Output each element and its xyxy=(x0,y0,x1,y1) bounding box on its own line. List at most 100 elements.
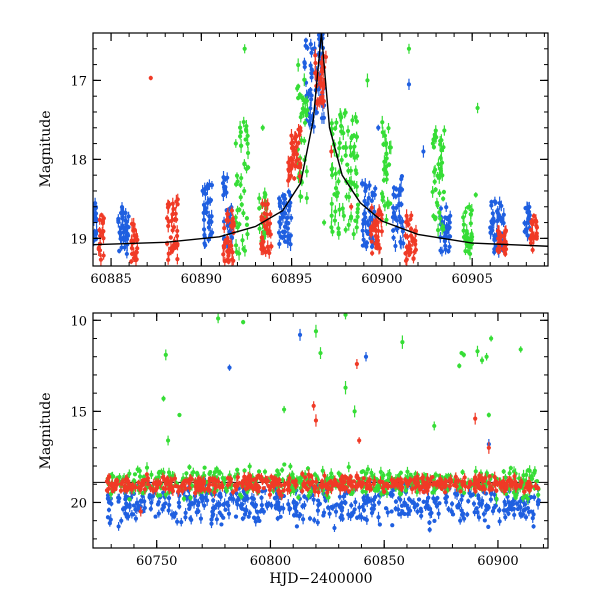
top-series-0-cluster-2-point xyxy=(207,182,212,187)
top-series-2-cluster-8-point xyxy=(411,256,416,261)
top-series-2-cluster-8-point xyxy=(408,216,413,222)
top-series-1-cluster-3-point xyxy=(346,222,351,227)
bottom-series-0-band-point xyxy=(488,497,493,502)
bottom-series-0-band-point xyxy=(427,506,433,511)
bottom-series-0-band-point xyxy=(259,503,264,508)
bottom-series-0-band-point xyxy=(209,517,214,522)
top-series-2-cluster-4-point xyxy=(269,244,274,249)
top-series-0-cluster-9-point xyxy=(490,228,495,233)
bottom-series-0-band-point xyxy=(471,492,476,497)
top-series-2-cluster-7-point xyxy=(379,229,384,234)
top-series-0-cluster-3-point xyxy=(224,190,229,195)
top-series-2-cluster-0-point xyxy=(98,233,103,239)
bottom-series-1-outlier-9 xyxy=(343,313,348,317)
top-series-1-cluster-3-point xyxy=(333,209,338,214)
bottom-series-0-band-point xyxy=(434,503,440,509)
top-series-0-cluster-8-point xyxy=(446,234,451,240)
bottom-series-1-outlier-18 xyxy=(479,358,485,363)
top-series-0-cluster-2-point xyxy=(209,214,214,219)
bottom-series-0-band-point xyxy=(529,495,534,500)
top-series-2-cluster-0-point xyxy=(97,217,102,222)
top-series-1-cluster-5-point xyxy=(441,189,447,195)
bottom-series-0-band-point xyxy=(476,493,481,498)
top-series-0-cluster-5-point xyxy=(308,63,313,68)
bottom-series-2-band-point xyxy=(145,482,151,487)
top-series-2-cluster-5-point xyxy=(292,136,297,141)
top-series-1-cluster-4-point xyxy=(379,191,385,196)
top-series-1-cluster-0-point xyxy=(241,246,246,252)
bottom-series-1-outlier-6 xyxy=(282,407,287,412)
bottom-series-0-band-point xyxy=(332,525,337,531)
top-series-1-cluster-3-point xyxy=(334,194,339,199)
bottom-series-0-band-point xyxy=(419,513,424,519)
bottom-series-0-band-point xyxy=(503,502,508,507)
bottom-series-0-band-point xyxy=(315,520,320,525)
top-series-0-cluster-5-point xyxy=(305,45,310,51)
bottom-series-0-band-point xyxy=(321,513,326,518)
top-series-1-cluster-6-point xyxy=(465,249,471,254)
top-series-1-cluster-3-point xyxy=(348,145,353,150)
top-series-1-cluster-0-point xyxy=(245,133,250,138)
bottom-series-1-outlier-4 xyxy=(216,316,221,321)
bottom-series-0-band-point xyxy=(405,511,410,517)
top-axes: 60885 60890 60895 60900 60905 17 18 19 xyxy=(70,32,549,287)
bottom-series-0-band-point xyxy=(247,510,252,516)
top-series-0-cluster-7-point xyxy=(393,243,398,249)
bottom-series-0-band-point xyxy=(260,489,265,494)
top-series-0-cluster-8-point xyxy=(446,226,452,231)
bottom-series-1-band-point xyxy=(359,469,364,475)
top-series-0-cluster-5-point xyxy=(306,91,311,96)
bottom-series-0-band-point xyxy=(340,516,345,522)
top-series-1-cluster-0-point xyxy=(244,166,249,172)
top-series-1-cluster-2-point xyxy=(298,194,303,199)
bottom-series-0-band-point xyxy=(398,497,403,502)
top-series-0-cluster-2-point xyxy=(202,241,207,246)
bottom-series-1-outlier-12 xyxy=(400,340,405,345)
top-series-1-cluster-0-point xyxy=(238,134,243,139)
bottom-series-0-band-point xyxy=(460,511,465,516)
top-x-tick-label: 60885 xyxy=(90,272,131,287)
top-series-0-cluster-4-point xyxy=(285,240,290,245)
top-series-1-outlier-1 xyxy=(365,78,370,83)
top-series-0-outlier-1 xyxy=(406,82,412,87)
top-series-1-cluster-6-point xyxy=(468,212,473,217)
bottom-series-0-band-point xyxy=(238,503,243,508)
bottom-series-0-band-point xyxy=(459,497,464,502)
top-series-1-outlier-3 xyxy=(475,105,480,111)
top-series-1-cluster-0-point xyxy=(233,243,239,248)
top-series-0-cluster-7-point xyxy=(398,239,403,244)
bottom-series-2-band-point xyxy=(403,477,408,483)
top-series-1-cluster-3-point xyxy=(329,121,334,126)
top-series-1-cluster-5-point xyxy=(437,210,442,215)
top-series-1-cluster-0-point xyxy=(235,179,240,184)
bottom-series-1-band-point xyxy=(191,470,196,475)
top-series-0-cluster-2-point xyxy=(201,202,207,207)
bottom-series-2-band-point xyxy=(312,489,318,494)
bottom-series-0-band-point xyxy=(376,515,381,520)
top-series-0-cluster-9-point xyxy=(496,212,501,217)
bottom-series-1-outlier-1 xyxy=(161,396,166,401)
bottom-series-0-band-point xyxy=(286,502,291,507)
top-series-1-cluster-6-point xyxy=(461,222,467,227)
top-series-1-cluster-6-point xyxy=(461,215,466,220)
bottom-series-0-band-point xyxy=(426,495,431,500)
bottom-series-1-band-point xyxy=(433,472,438,477)
top-series-1-cluster-0-point xyxy=(244,124,249,129)
bottom-series-0-band-point xyxy=(339,513,344,518)
top-series-1-cluster-2-point xyxy=(300,106,305,111)
top-series-2-cluster-5-point xyxy=(287,176,292,181)
top-series-2-cluster-2-point xyxy=(168,235,173,240)
top-series-2-cluster-6-point xyxy=(313,53,318,58)
top-series-2-cluster-4-point xyxy=(265,231,271,236)
top-series-2-cluster-5-point xyxy=(294,144,299,149)
top-series-0-cluster-0-point xyxy=(93,217,96,222)
bottom-series-2-band-point xyxy=(170,489,175,494)
top-frame xyxy=(92,32,549,267)
bottom-series-0-band-point xyxy=(148,506,153,511)
bottom-series-1-band-point xyxy=(305,466,311,471)
top-series-2-cluster-5-point xyxy=(298,125,303,131)
top-series-1-cluster-0-point xyxy=(238,130,243,135)
bottom-series-0-band-point xyxy=(119,518,124,523)
bottom-series-0-band-point xyxy=(150,494,155,499)
top-series-0-cluster-6-point xyxy=(363,220,368,226)
